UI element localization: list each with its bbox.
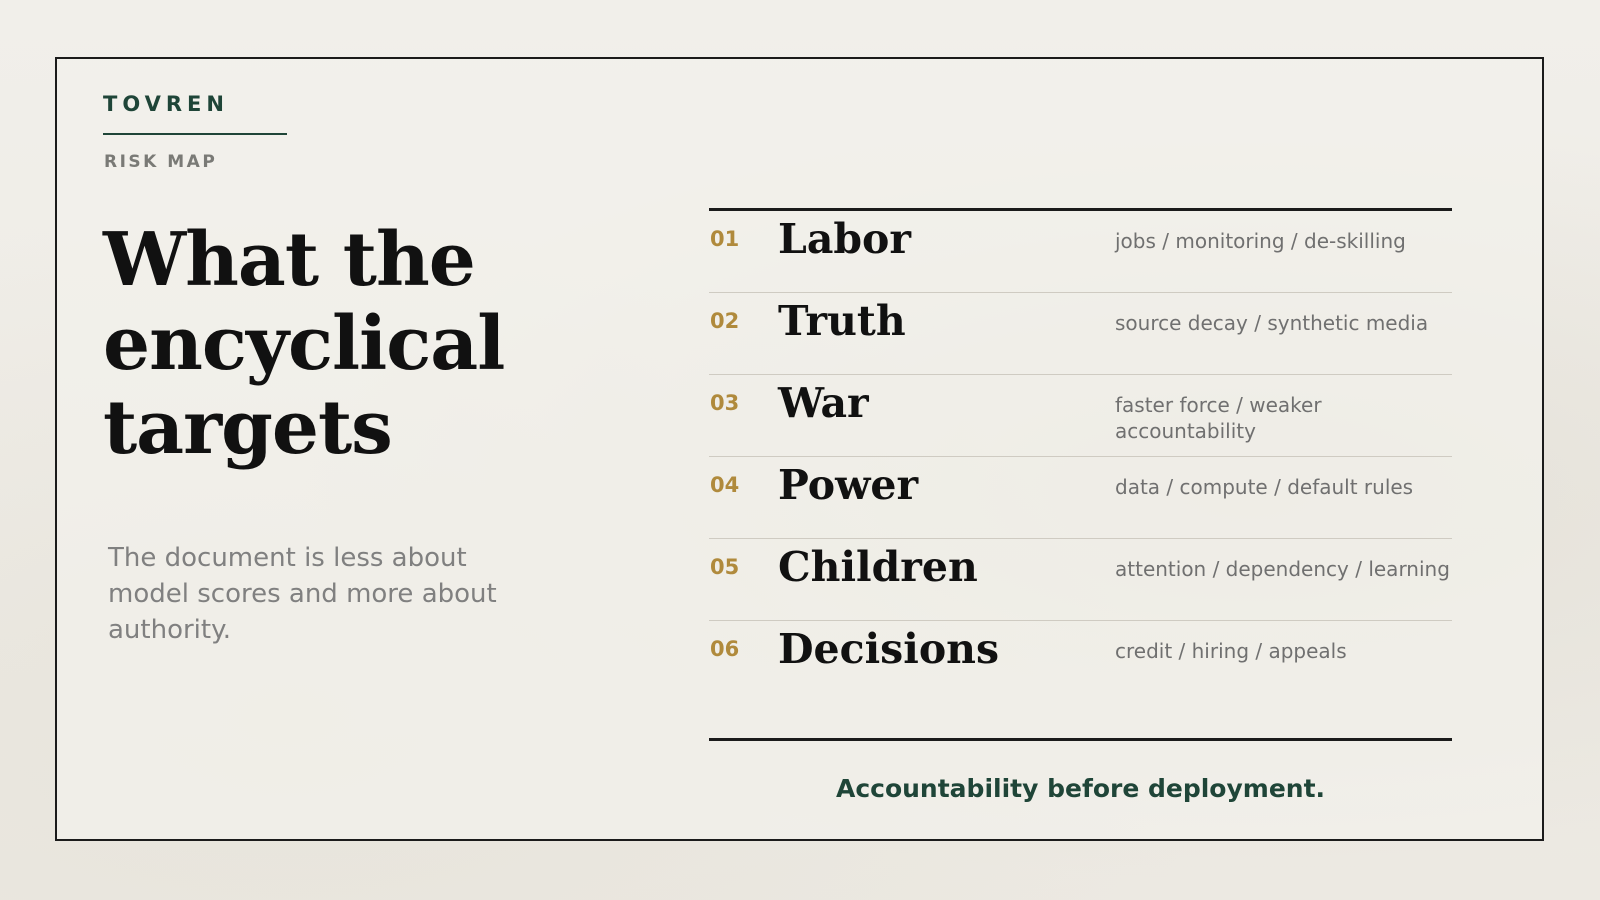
risk-tags: credit / hiring / appeals — [1115, 639, 1347, 663]
risk-row-truth: 02 Truth source decay / synthetic media — [709, 293, 1452, 375]
risk-title: Children — [778, 543, 978, 591]
risk-list: 01 Labor jobs / monitoring / de-skilling… — [709, 211, 1452, 703]
risk-row-children: 05 Children attention / dependency / lea… — [709, 539, 1452, 621]
risk-table-bottom-rule — [709, 738, 1452, 741]
risk-table-top-rule — [709, 208, 1452, 211]
risk-row-war: 03 War faster force / weaker accountabil… — [709, 375, 1452, 457]
risk-row-labor: 01 Labor jobs / monitoring / de-skilling — [709, 211, 1452, 293]
risk-number: 02 — [710, 309, 740, 333]
risk-title: Power — [778, 461, 919, 509]
risk-tags: jobs / monitoring / de-skilling — [1115, 229, 1406, 253]
risk-row-decisions: 06 Decisions credit / hiring / appeals — [709, 621, 1452, 703]
risk-number: 06 — [710, 637, 740, 661]
risk-title: War — [778, 379, 869, 427]
risk-number: 03 — [710, 391, 740, 415]
footer-statement: Accountability before deployment. — [835, 774, 1326, 803]
lede-text: The document is less about model scores … — [108, 543, 497, 645]
risk-tags: faster force / weaker accountability — [1115, 393, 1322, 443]
risk-number: 04 — [710, 473, 740, 497]
slide-frame — [55, 57, 1544, 841]
risk-row-power: 04 Power data / compute / default rules — [709, 457, 1452, 539]
brand-name: TOVREN — [103, 92, 229, 116]
risk-number: 05 — [710, 555, 740, 579]
risk-tags: data / compute / default rules — [1115, 475, 1414, 499]
section-kicker: RISK MAP — [104, 152, 218, 172]
risk-title: Decisions — [778, 625, 1000, 673]
brand-underline — [103, 133, 287, 135]
page-title: What the encyclical targets — [103, 217, 505, 471]
risk-number: 01 — [710, 227, 740, 251]
risk-tags: attention / dependency / learning — [1115, 557, 1450, 581]
risk-title: Truth — [778, 297, 906, 345]
risk-title: Labor — [778, 215, 912, 263]
risk-tags: source decay / synthetic media — [1115, 311, 1429, 335]
